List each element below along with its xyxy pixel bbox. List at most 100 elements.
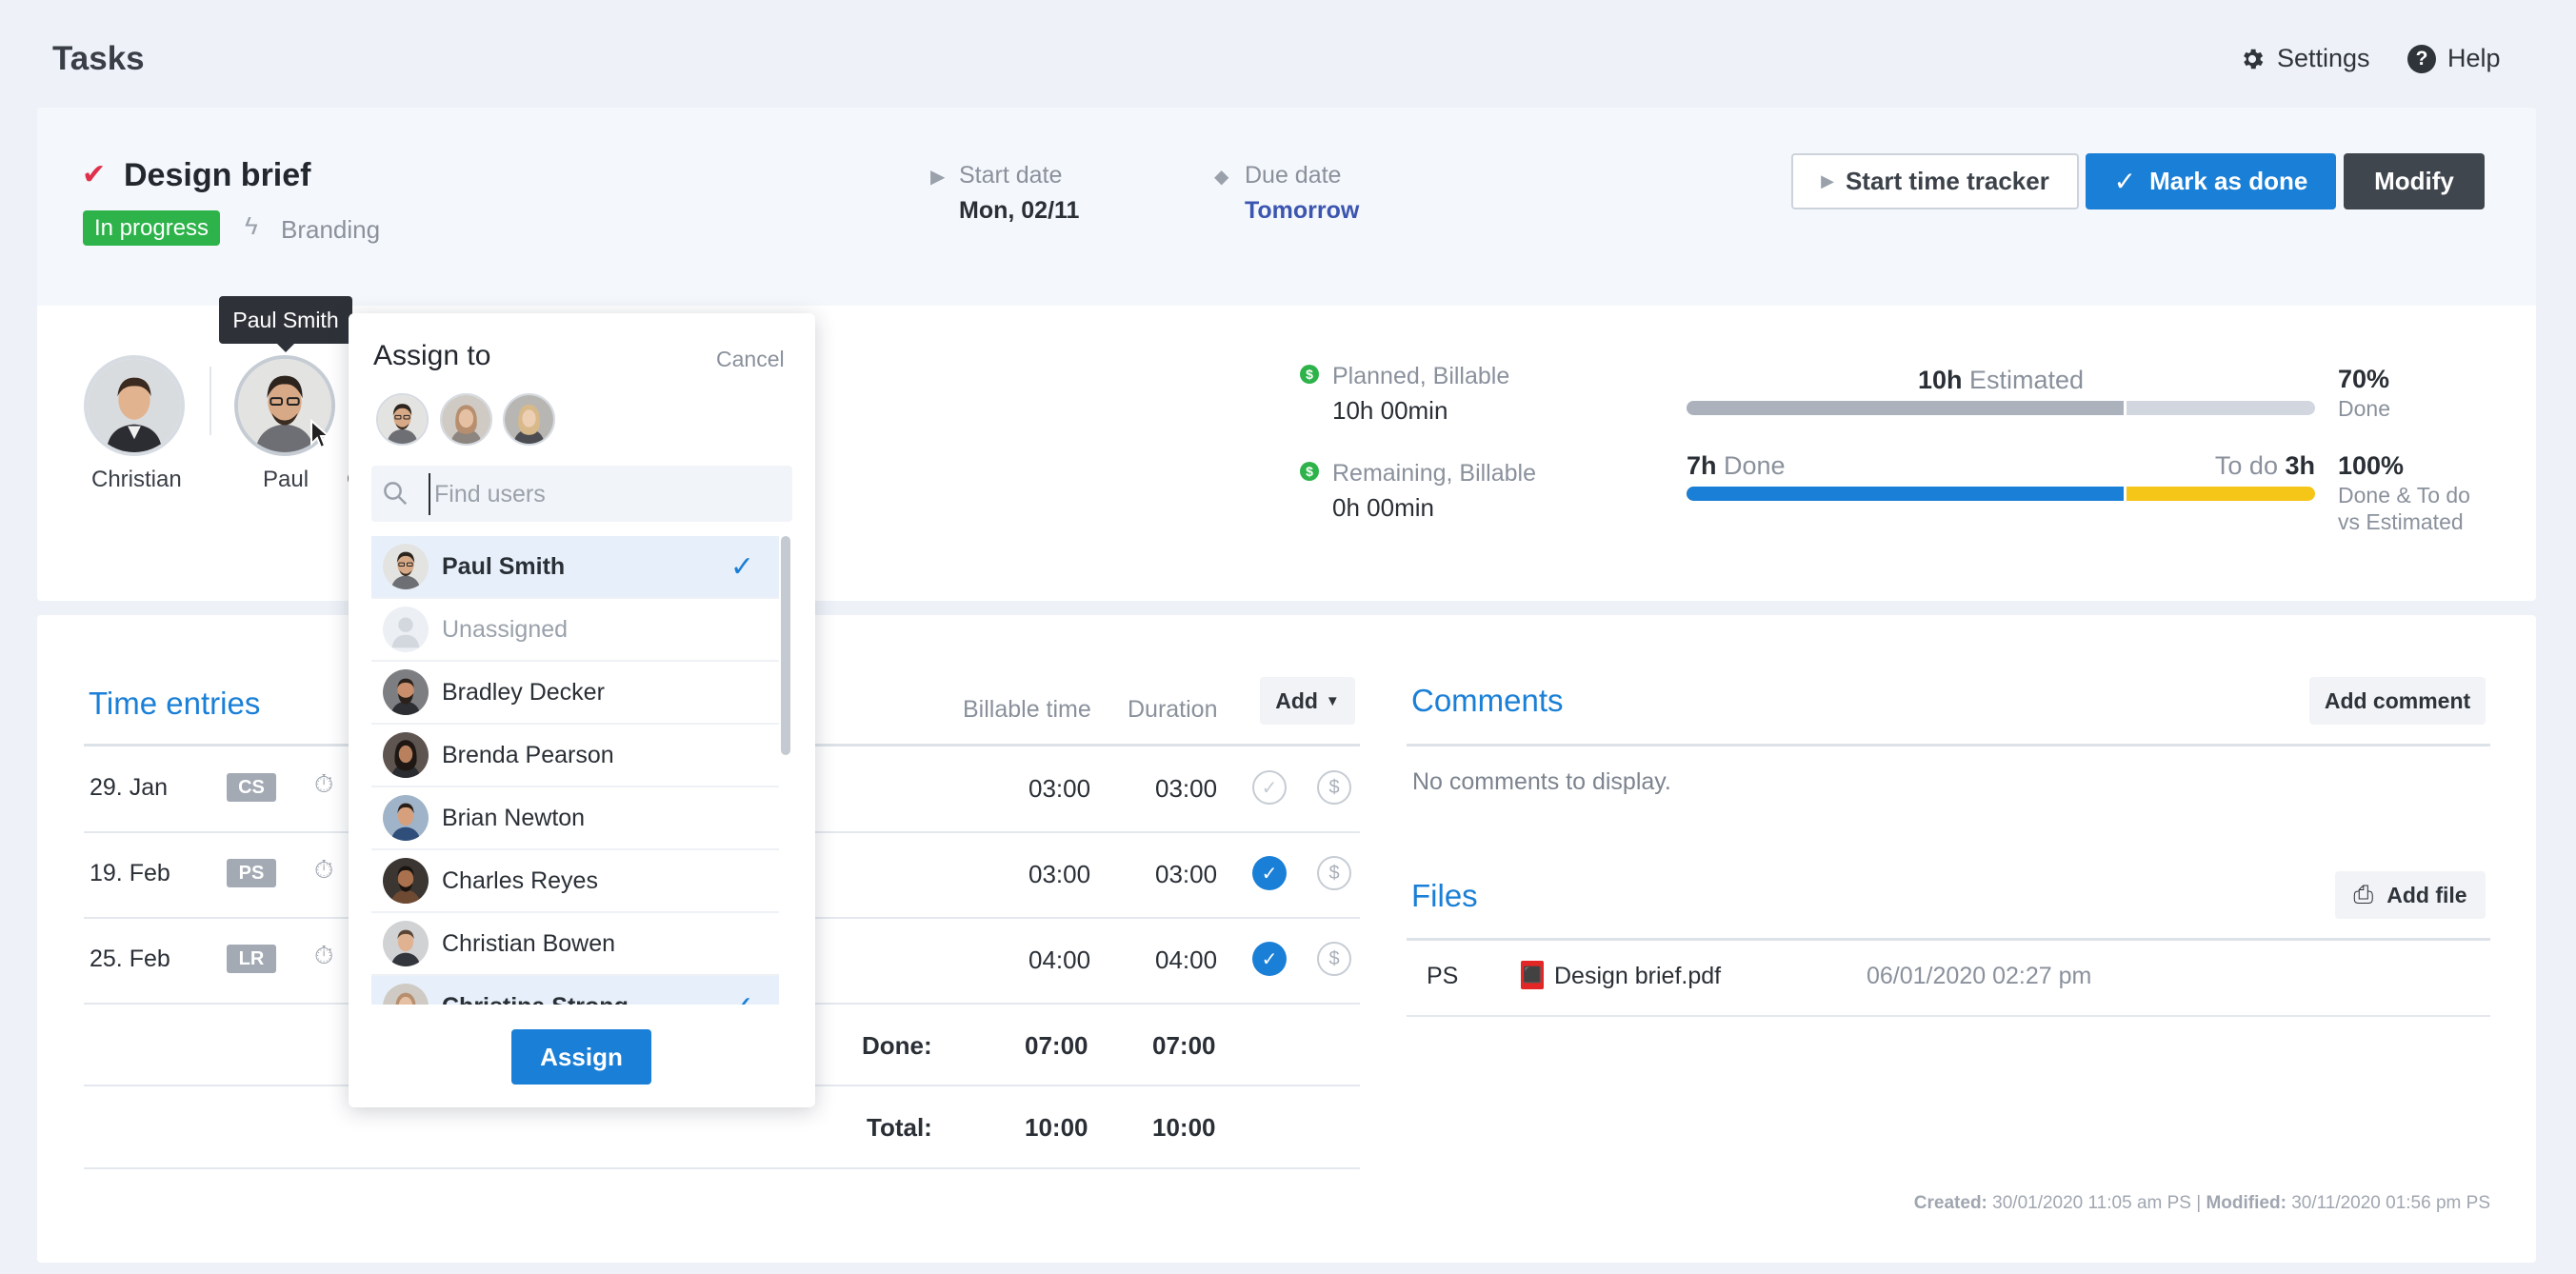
entry-billable: 03:00 [1028,774,1091,803]
entry-date: 25. Feb [90,946,170,972]
add-file-button[interactable]: ⎙ Add file [2335,871,2486,919]
cancel-button[interactable]: Cancel [716,347,785,371]
mark-as-done-button[interactable]: ✓ Mark as done [2086,153,2336,209]
avatar [383,795,429,841]
done-percent: 70% [2338,365,2390,393]
settings-label: Settings [2277,44,2370,72]
due-date-value[interactable]: Tomorrow [1245,197,1360,224]
estimated-value: 10h [1917,366,1963,394]
estimated-caption: 10h Estimated [1687,366,2315,395]
user-option-christina-strong[interactable]: Christina Strong ✓ [371,976,779,1005]
todo-label: To do [2214,451,2278,480]
divider [84,1167,1360,1169]
avatar-image [378,395,427,444]
file-name-link[interactable]: Design brief.pdf [1554,963,1722,989]
assignee-name: Paul [263,467,310,492]
mark-as-done-label: Mark as done [2149,167,2308,195]
avatar-image [505,395,553,444]
user-option-christian-bowen[interactable]: Christian Bowen [371,913,779,976]
modified-label: Modified: [2206,1193,2286,1213]
approved-icon[interactable]: ✓ [1252,942,1287,976]
help-label: Help [2447,44,2501,72]
diamond-icon: ◆ [1214,167,1229,188]
meta-separator: | [2196,1193,2202,1213]
comments-empty-text: No comments to display. [1412,768,1671,795]
play-icon: ▶ [1821,171,1834,190]
done-todo-bar [1687,487,2315,501]
assignee-tooltip: Paul Smith [219,296,352,344]
done-percent-label: Done [2338,396,2390,421]
done-value: 7h [1687,451,1717,480]
divider [1407,744,2490,746]
user-option-brian-newton[interactable]: Brian Newton [371,787,779,850]
stopwatch-icon[interactable]: ⏱ [314,769,334,798]
avatar-paul[interactable] [234,355,335,456]
add-label: Add [1275,687,1318,713]
estimate-progress-bar [1687,401,2315,415]
mouse-cursor-icon [310,418,331,454]
due-date-label: Due date [1245,162,1342,189]
status-badge[interactable]: In progress [83,210,221,246]
avatar [383,732,429,778]
avatar-placeholder [383,607,429,652]
avatar [383,984,429,1005]
help-icon: ? [2407,44,2436,73]
task-check-icon[interactable]: ✔ [82,159,107,190]
time-entries-title: Time entries [89,686,261,721]
user-option-label: Brian Newton [442,804,586,831]
add-file-label: Add file [2386,882,2467,907]
approved-icon[interactable]: ✓ [1252,856,1287,890]
avatar [383,669,429,715]
billable-dollar-icon[interactable]: $ [1317,942,1351,976]
avatar-image [442,395,490,444]
user-list[interactable]: Paul Smith ✓ Unassigned Bradley Decker B… [371,536,781,1005]
settings-link[interactable]: Settings [2239,44,2370,73]
caret-down-icon: ▼ [1325,692,1340,709]
user-option-label: Christian Bowen [442,929,616,957]
user-option-label: Unassigned [442,615,569,643]
total-percent-label-2: vs Estimated [2338,509,2464,534]
user-option-charles-reyes[interactable]: Charles Reyes [371,850,779,913]
user-option-bradley-decker[interactable]: Bradley Decker [371,662,779,725]
stopwatch-icon[interactable]: ⏱ [314,855,334,884]
user-initials-badge: PS [227,859,276,887]
created-value: 30/01/2020 11:05 am PS [1992,1193,2191,1213]
entry-duration: 03:00 [1155,860,1218,888]
billable-dollar-icon[interactable]: $ [1317,770,1351,805]
stopwatch-icon[interactable]: ⏱ [314,941,334,969]
done-label: Done [1724,451,1786,480]
user-option-paul-smith[interactable]: Paul Smith ✓ [371,536,779,599]
entry-date: 19. Feb [90,860,170,886]
user-list-scrollbar[interactable] [781,536,790,755]
search-icon [381,479,409,512]
selected-assignee-avatar[interactable] [503,393,555,446]
user-initials-badge: CS [227,773,276,802]
user-option-unassigned[interactable]: Unassigned [371,599,779,662]
approve-icon[interactable]: ✓ [1252,770,1287,805]
add-comment-button[interactable]: Add comment [2309,677,2486,725]
checkmark-icon: ✓ [729,550,754,583]
entry-billable: 04:00 [1028,946,1091,974]
start-time-tracker-button[interactable]: ▶ Start time tracker [1791,153,2079,209]
start-date-value[interactable]: Mon, 02/11 [959,197,1080,224]
add-time-entry-button[interactable]: Add ▼ [1260,677,1355,725]
find-users-input[interactable] [429,473,781,515]
user-option-brenda-pearson[interactable]: Brenda Pearson [371,725,779,787]
billable-time-header: Billable time [963,696,1091,723]
selected-assignee-avatar[interactable] [440,393,492,446]
avatar-christian[interactable] [84,355,185,456]
assign-button[interactable]: Assign [511,1029,651,1085]
duration-header: Duration [1128,696,1218,723]
checkmark-icon: ✓ [730,990,754,1005]
user-option-label: Christina Strong [442,993,629,1005]
modified-value: 30/11/2020 01:56 pm PS [2291,1193,2490,1213]
total-label: Total: [867,1113,932,1142]
billable-dollar-icon[interactable]: $ [1317,856,1351,890]
selected-assignee-avatar[interactable] [376,393,429,446]
entry-duration: 03:00 [1155,774,1218,803]
checkmark-icon: ✓ [2113,167,2137,196]
project-label[interactable]: Branding [281,215,381,244]
divider [210,367,211,435]
help-link[interactable]: ? Help [2407,44,2501,73]
modify-button[interactable]: Modify [2344,153,2485,209]
